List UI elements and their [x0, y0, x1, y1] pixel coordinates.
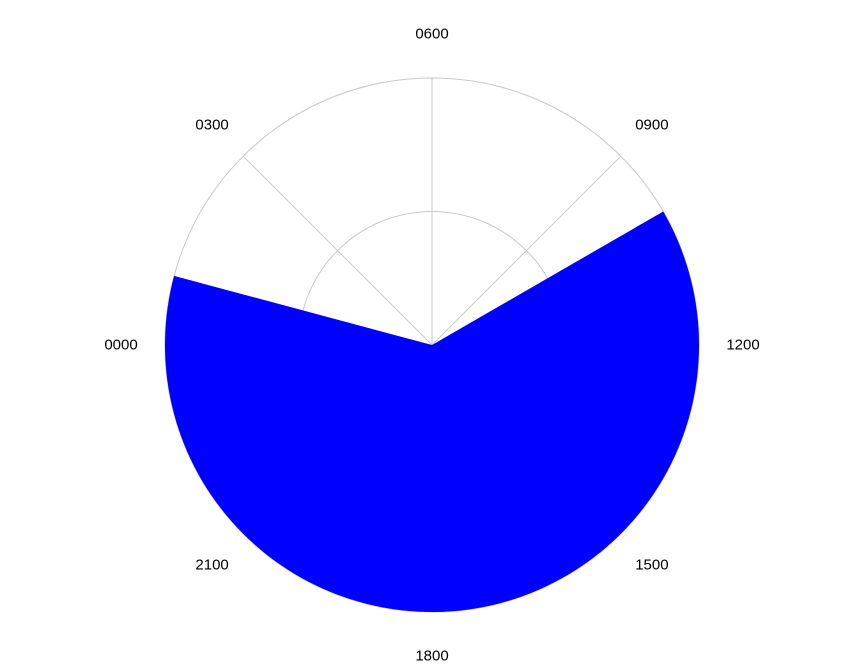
tick-label-2100: 2100 [195, 556, 228, 573]
tick-label-0600: 0600 [415, 26, 448, 43]
tick-label-1500: 1500 [635, 556, 668, 573]
tick-label-0000: 0000 [104, 337, 137, 354]
tick-label-1200: 1200 [726, 337, 759, 354]
tick-label-0300: 0300 [195, 117, 228, 134]
spoke-0300 [242, 155, 433, 346]
wedge-1 [164, 211, 699, 613]
tick-label-0900: 0900 [635, 117, 668, 134]
tick-label-1800: 1800 [415, 648, 448, 665]
angular-tick-labels: 0000 0300 0600 0900 1200 1500 1800 2100 [104, 26, 759, 665]
spoke-0900 [431, 155, 622, 346]
data-layer [164, 211, 699, 613]
